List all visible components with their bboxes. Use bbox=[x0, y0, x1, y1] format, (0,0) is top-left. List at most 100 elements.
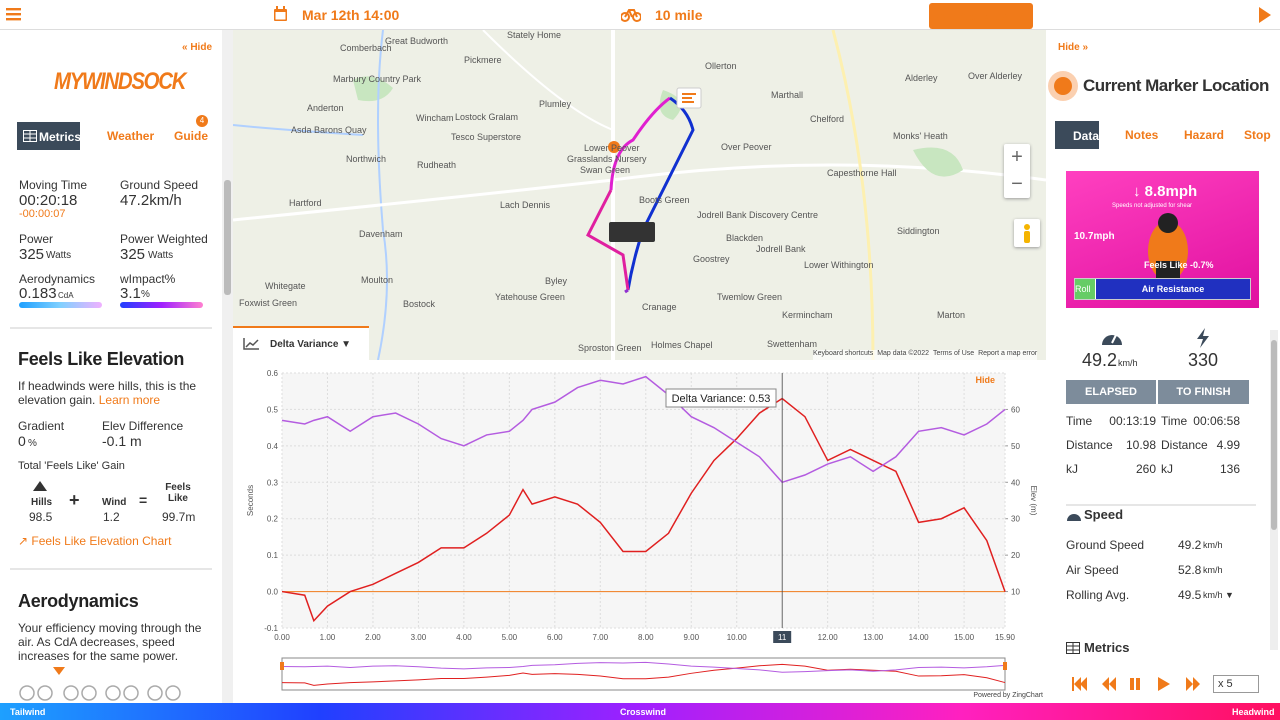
navigator bbox=[281, 657, 1006, 691]
hide-left[interactable]: « Hide bbox=[182, 42, 213, 53]
map-label: Rudheath bbox=[417, 160, 457, 170]
scrollbar[interactable] bbox=[222, 30, 233, 703]
map-label: Lostock Gralam bbox=[455, 112, 519, 122]
map-label: Comberbach bbox=[340, 43, 392, 53]
attr: Map data ©2022 bbox=[877, 350, 930, 357]
section-text: If headwinds were hills, this is the ele… bbox=[18, 379, 203, 407]
zoom-control[interactable]: + − bbox=[1004, 144, 1030, 198]
map-label: Stately Home bbox=[507, 30, 562, 40]
playback-controls[interactable] bbox=[1072, 677, 1222, 691]
table-label: Time bbox=[1066, 414, 1093, 428]
map-label: Jodrell Bank bbox=[756, 244, 806, 254]
metric-unit: Watts bbox=[148, 250, 174, 261]
note: Speeds not adjusted for shear bbox=[1112, 203, 1193, 209]
chart-link[interactable]: ↗ Feels Like Elevation Chart bbox=[18, 534, 172, 548]
time-table: Time 00:13:19 Time 00:06:58 Distance 10.98 Dis… bbox=[1066, 414, 1256, 494]
y-axis-label: Seconds bbox=[246, 485, 255, 516]
chart-selector[interactable]: Delta Variance ▼ bbox=[270, 339, 352, 350]
speed-select[interactable]: x 5 bbox=[1213, 675, 1259, 693]
navigator-line bbox=[281, 661, 1006, 673]
table-label: Distance bbox=[1066, 438, 1113, 452]
map-base bbox=[233, 30, 1046, 360]
attribution: Keyboard shortcuts Map data ©2022 Terms … bbox=[813, 350, 1038, 360]
tab-notes[interactable]: Notes bbox=[1125, 128, 1159, 142]
x-tick-label: 14.00 bbox=[909, 633, 930, 642]
map-label: Marbury Country Park bbox=[333, 74, 422, 84]
y-tick-label: 0.4 bbox=[267, 442, 279, 451]
side-speed: 10.7mph bbox=[1074, 231, 1115, 242]
metric-value: 325 bbox=[120, 246, 146, 263]
scroll-thumb[interactable] bbox=[224, 180, 231, 295]
value: -0.1 m bbox=[102, 433, 142, 449]
y2-tick-label: 20 bbox=[1011, 551, 1020, 560]
y-tick-label: 0.2 bbox=[267, 515, 279, 524]
map-label: Great Budworth bbox=[385, 36, 449, 46]
attr[interactable]: Terms of Use bbox=[932, 350, 975, 357]
speed-value: 49.2 bbox=[1178, 538, 1202, 552]
x-tick-label: 5.00 bbox=[502, 633, 518, 642]
map[interactable]: + − Keyboard shortcuts Map data ©2022 Ter… bbox=[233, 30, 1046, 360]
x-tick-label: 15.00 bbox=[954, 633, 975, 642]
x-tick-label: 4.00 bbox=[456, 633, 472, 642]
distance[interactable]: 10 mile bbox=[655, 7, 703, 23]
attr[interactable]: Report a map error bbox=[978, 350, 1038, 357]
speed-unit: km/h bbox=[1118, 358, 1138, 368]
cursor-label: 11 bbox=[778, 633, 787, 642]
finish-header[interactable]: TO FINISH bbox=[1158, 380, 1249, 404]
map-label: Bostock bbox=[403, 299, 436, 309]
activity-dropdown[interactable]: All Activity ▼ bbox=[929, 3, 1033, 29]
tab-stop[interactable]: Stop bbox=[1244, 128, 1271, 142]
badge: 4 bbox=[196, 115, 208, 127]
scroll-thumb[interactable] bbox=[1271, 340, 1277, 530]
speed-icon bbox=[1067, 514, 1081, 521]
map-label: Whitegate bbox=[265, 281, 306, 291]
label: Hills bbox=[31, 497, 53, 508]
hide-right[interactable]: Hide » bbox=[1058, 42, 1089, 53]
y-tick-label: 0.3 bbox=[267, 478, 279, 487]
divider bbox=[10, 568, 212, 570]
section-text: Your efficiency moving through the air. … bbox=[18, 621, 202, 663]
tab-label: Data bbox=[1073, 129, 1100, 143]
label: Gradient bbox=[18, 419, 65, 433]
speed-table: Ground Speed 49.2 km/h Air Speed 52.8 km/h Rol… bbox=[1066, 538, 1256, 613]
x-tick-label: 2.00 bbox=[365, 633, 381, 642]
tab-data[interactable]: Data bbox=[1055, 121, 1099, 149]
play-icon[interactable] bbox=[1258, 7, 1272, 23]
table-label: kJ bbox=[1161, 462, 1173, 476]
chart-link-text: Feels Like Elevation Chart bbox=[31, 534, 172, 548]
section-title: Feels Like Elevation bbox=[18, 349, 185, 369]
series-line bbox=[281, 397, 1006, 623]
value: 0 bbox=[18, 433, 26, 449]
table-label: kJ bbox=[1066, 462, 1078, 476]
navigator-handle bbox=[280, 662, 284, 670]
tab-weather[interactable]: Weather bbox=[107, 129, 155, 143]
metric-value: 47.2km/h bbox=[120, 192, 182, 209]
chart-tab[interactable]: Delta Variance ▼ bbox=[233, 326, 369, 360]
metric-label: Power bbox=[19, 232, 54, 246]
menu-icon[interactable] bbox=[6, 8, 21, 21]
elapsed-header[interactable]: ELAPSED bbox=[1066, 380, 1156, 404]
tab-metrics[interactable]: Metrics bbox=[17, 122, 81, 150]
map-label: Lach Dennis bbox=[500, 200, 551, 210]
metric-unit: % bbox=[141, 289, 150, 300]
date[interactable]: Mar 12th 14:00 bbox=[302, 7, 400, 23]
tab-hazard[interactable]: Hazard bbox=[1184, 128, 1225, 142]
pegman[interactable] bbox=[1014, 219, 1040, 247]
series-line bbox=[281, 375, 1006, 484]
chart-icon bbox=[243, 338, 259, 350]
tab-guide[interactable]: Guide bbox=[174, 129, 209, 143]
value: 98.5 bbox=[29, 510, 53, 524]
chart: -0.1 0.0 0.1 0.2 0.3 0.4 0.5 0.6 10 20 30 40 50 60 0.0… bbox=[246, 369, 1043, 699]
y2-tick-label: 10 bbox=[1011, 588, 1020, 597]
map-label: Twemlow Green bbox=[717, 292, 783, 302]
right-scrollbar[interactable] bbox=[1270, 330, 1278, 650]
attr[interactable]: Keyboard shortcuts bbox=[813, 350, 874, 357]
metric-label: Power Weighted bbox=[120, 232, 208, 246]
table-value: 4.99 bbox=[1216, 438, 1240, 452]
learn-more[interactable]: Learn more bbox=[98, 393, 161, 407]
table-icon bbox=[1066, 642, 1080, 654]
map-label: Grasslands Nursery bbox=[567, 154, 647, 164]
section-title: Aerodynamics bbox=[18, 591, 139, 611]
y-tick-label: 0.5 bbox=[267, 405, 279, 414]
